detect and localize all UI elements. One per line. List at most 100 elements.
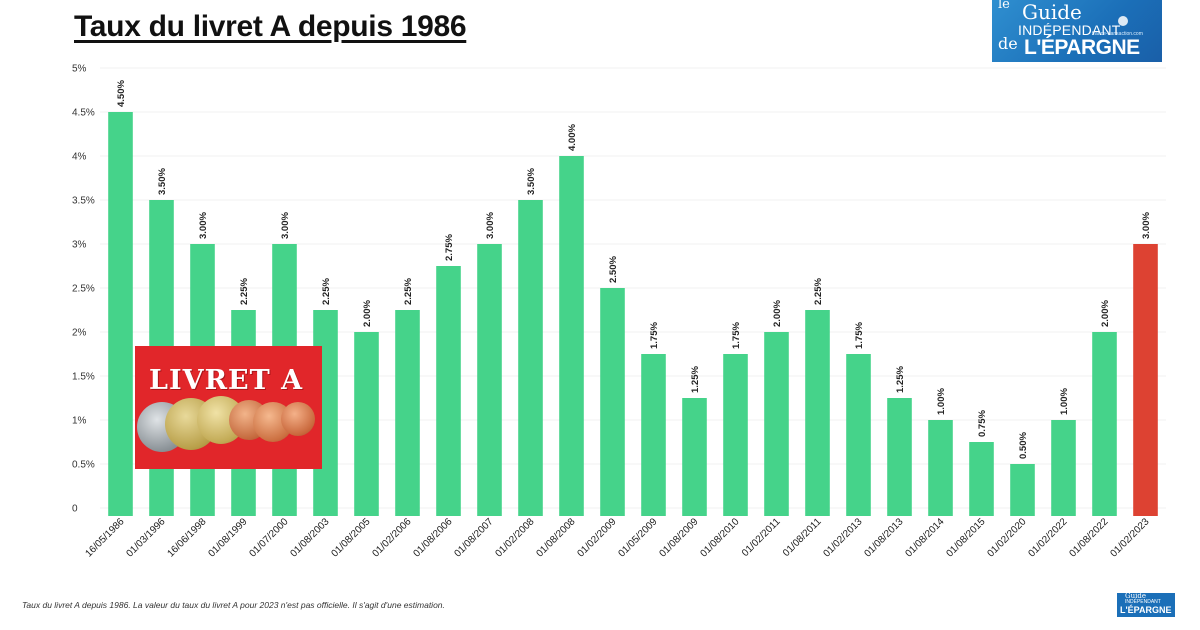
bar <box>928 420 953 516</box>
x-tick-label: 01/08/2003 <box>288 516 331 559</box>
y-tick-label: 0.5% <box>72 460 95 471</box>
x-tick-label: 01/08/2006 <box>411 516 454 559</box>
data-label: 1.75% <box>854 322 865 349</box>
bar <box>682 398 707 516</box>
x-tick-label: 01/08/2011 <box>781 516 824 559</box>
logo-line-5: L'ÉPARGNE <box>1024 36 1140 59</box>
data-label: 3.00% <box>280 212 291 239</box>
x-tick-label: 01/02/2006 <box>370 516 413 559</box>
data-label: 1.25% <box>690 366 701 393</box>
x-tick-label: 01/08/2015 <box>944 516 987 559</box>
y-tick-label: 1.5% <box>72 372 95 383</box>
data-label: 2.25% <box>239 278 250 305</box>
x-tick-label: 16/05/1986 <box>83 516 126 559</box>
bar <box>477 244 502 516</box>
y-tick-label: 3.5% <box>72 196 95 207</box>
x-tick-label: 01/02/2008 <box>493 516 536 559</box>
logo-small-line-1: Guide <box>1125 592 1146 600</box>
data-label: 1.25% <box>895 366 906 393</box>
y-tick-label: 5% <box>72 64 87 75</box>
bar <box>436 266 461 516</box>
data-label: 3.00% <box>1141 212 1152 239</box>
logo-url: france-transaction.com <box>1092 31 1143 37</box>
x-tick-label: 01/08/2005 <box>329 516 372 559</box>
x-tick-label: 16/06/1998 <box>165 516 208 559</box>
x-tick-label: 01/02/2011 <box>740 516 783 559</box>
x-tick-label: 01/08/2010 <box>698 516 741 559</box>
x-tick-label: 01/05/2009 <box>616 516 659 559</box>
data-label: 3.00% <box>485 212 496 239</box>
data-label: 4.50% <box>116 80 127 107</box>
data-label: 1.75% <box>731 322 742 349</box>
x-tick-label: 01/08/2008 <box>534 516 577 559</box>
guide-epargne-logo[interactable]: le Guide INDÉPENDANT france-transaction.… <box>992 0 1162 62</box>
data-label: 3.50% <box>157 168 168 195</box>
data-label: 1.00% <box>1059 388 1070 415</box>
data-label: 3.00% <box>198 212 209 239</box>
y-tick-label: 3% <box>72 240 87 251</box>
x-tick-label: 01/08/1999 <box>206 516 249 559</box>
bar <box>887 398 912 516</box>
x-tick-label: 01/08/2022 <box>1067 516 1110 559</box>
bar <box>805 310 830 516</box>
data-label: 2.00% <box>362 300 373 327</box>
data-label: 0.75% <box>977 410 988 437</box>
x-tick-label: 01/08/2014 <box>903 516 946 559</box>
logo-line-2: Guide <box>1022 0 1082 24</box>
bar <box>764 332 789 516</box>
data-label: 3.50% <box>526 168 537 195</box>
data-label: 2.25% <box>813 278 824 305</box>
bar <box>354 332 379 516</box>
x-tick-label: 01/08/2009 <box>657 516 700 559</box>
bar <box>846 354 871 516</box>
data-label: 4.00% <box>567 124 578 151</box>
y-tick-label: 4.5% <box>72 108 95 119</box>
logo-small-line-3: L'ÉPARGNE <box>1120 605 1172 615</box>
x-tick-label: 01/03/1996 <box>124 516 167 559</box>
data-label: 1.00% <box>936 388 947 415</box>
x-tick-label: 01/07/2000 <box>247 516 290 559</box>
x-tick-label: 01/08/2013 <box>862 516 905 559</box>
logo-piggy-icon <box>1118 16 1128 26</box>
y-tick-label: 2% <box>72 328 87 339</box>
bar-highlight <box>1133 244 1158 516</box>
data-label: 2.25% <box>403 278 414 305</box>
bar <box>1010 464 1035 516</box>
x-tick-label: 01/02/2022 <box>1026 516 1069 559</box>
y-tick-label: 0 <box>72 504 78 515</box>
coin-icon <box>281 402 315 436</box>
bar <box>518 200 543 516</box>
data-label: 2.00% <box>772 300 783 327</box>
data-label: 2.75% <box>444 234 455 261</box>
data-label: 2.00% <box>1100 300 1111 327</box>
x-tick-label: 01/02/2020 <box>985 516 1028 559</box>
y-tick-label: 2.5% <box>72 284 95 295</box>
bar <box>600 288 625 516</box>
logo-line-3: INDÉPENDANT <box>1018 22 1121 38</box>
bar <box>641 354 666 516</box>
logo-line-1: le <box>998 0 1010 12</box>
bar <box>559 156 584 516</box>
x-tick-label: 01/02/2023 <box>1108 516 1151 559</box>
x-tick-label: 01/02/2009 <box>575 516 618 559</box>
logo-line-4: de <box>998 34 1018 53</box>
data-label: 2.50% <box>608 256 619 283</box>
x-tick-label: 01/08/2007 <box>452 516 495 559</box>
livret-a-photo: LIVRET A <box>135 346 322 469</box>
logo-small-line-2: INDÉPENDANT <box>1125 599 1161 605</box>
bar <box>723 354 748 516</box>
y-tick-label: 1% <box>72 416 87 427</box>
data-label: 2.25% <box>321 278 332 305</box>
x-tick-label: 01/02/2013 <box>821 516 864 559</box>
chart-footnote: Taux du livret A depuis 1986. La valeur … <box>22 600 445 610</box>
bar <box>969 442 994 516</box>
bar <box>395 310 420 516</box>
bar <box>1051 420 1076 516</box>
chart-title: Taux du livret A depuis 1986 <box>74 10 467 43</box>
bar <box>108 112 133 516</box>
livret-a-photo-text: LIVRET A <box>149 365 304 396</box>
data-label: 0.50% <box>1018 432 1029 459</box>
guide-epargne-logo-small[interactable]: Guide INDÉPENDANT L'ÉPARGNE <box>1117 593 1175 617</box>
y-tick-label: 4% <box>72 152 87 163</box>
